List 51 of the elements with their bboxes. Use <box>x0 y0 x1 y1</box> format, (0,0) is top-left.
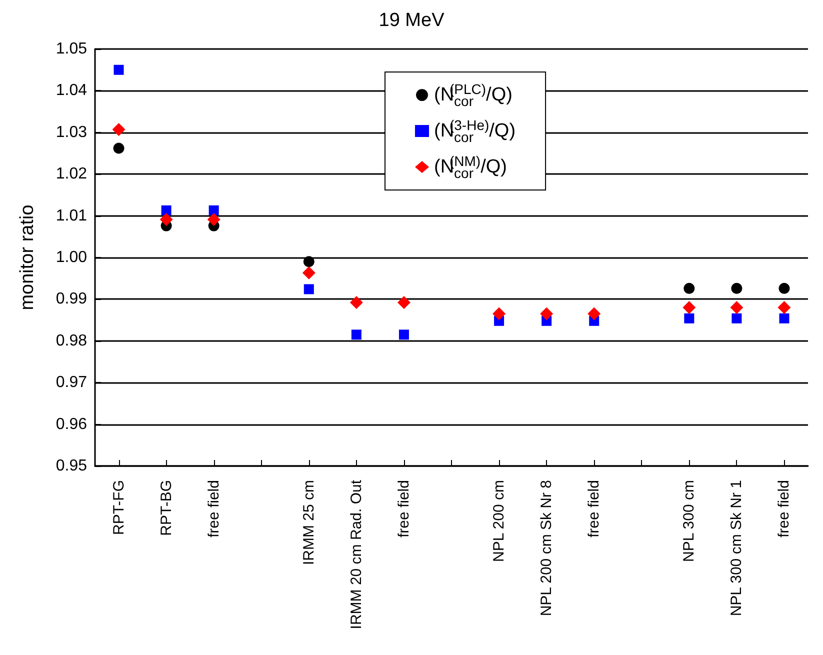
point <box>778 301 791 314</box>
y-tick-label: 1.04 <box>56 82 88 100</box>
point <box>588 307 601 320</box>
point <box>397 296 410 310</box>
x-tick-label: free field <box>776 480 793 538</box>
y-tick-label: 0.97 <box>56 374 88 392</box>
y-tick-label: 1.00 <box>56 249 88 266</box>
point <box>208 205 219 216</box>
y-tick-label: 1.02 <box>56 166 88 183</box>
x-tick-label: RPT-FG <box>110 480 128 535</box>
point <box>112 122 126 136</box>
y-tick-label: 0.98 <box>56 332 88 350</box>
point <box>160 213 173 226</box>
point <box>113 142 124 154</box>
point <box>114 64 124 75</box>
point <box>684 282 695 294</box>
point <box>779 313 790 324</box>
point <box>351 330 362 340</box>
point <box>684 313 694 324</box>
y-tick-label: 1.01 <box>56 207 88 224</box>
y-axis-title: monitor ratio <box>17 204 38 310</box>
point <box>304 284 314 294</box>
point <box>161 205 172 216</box>
point <box>732 313 742 324</box>
x-tick-label: free field <box>395 480 412 538</box>
y-tick-label: 1.03 <box>56 124 88 141</box>
x-tick-label: free field <box>586 480 603 538</box>
x-tick-label: NPL 200 cm <box>490 480 508 562</box>
point <box>350 296 363 310</box>
point <box>207 213 220 226</box>
point <box>492 307 506 320</box>
point <box>731 282 742 294</box>
x-tick-label: RPT-BG <box>158 480 175 536</box>
point <box>778 282 790 294</box>
x-tick-label: NPL 300 cm <box>680 480 698 562</box>
point <box>540 307 554 320</box>
x-tick-label: IRMM 20 cm Rad. Out <box>348 479 365 630</box>
point <box>682 301 696 314</box>
point <box>398 330 409 340</box>
x-tick-label: NPL 300 cm Sk Nr 1 <box>728 480 746 616</box>
point <box>302 266 316 280</box>
x-tick-label: free field <box>205 480 222 538</box>
y-tick-label: 0.96 <box>56 416 88 433</box>
chart-title: 19 MeV <box>378 10 445 31</box>
point <box>303 256 314 268</box>
y-tick-label: 0.95 <box>56 458 88 474</box>
y-tick-label: 0.99 <box>56 290 88 308</box>
point <box>730 301 744 314</box>
x-tick-label: NPL 200 cm Sk Nr 8 <box>538 480 556 616</box>
y-tick-label: 1.05 <box>56 40 88 58</box>
x-tick-label: IRMM 25 cm <box>300 480 318 566</box>
